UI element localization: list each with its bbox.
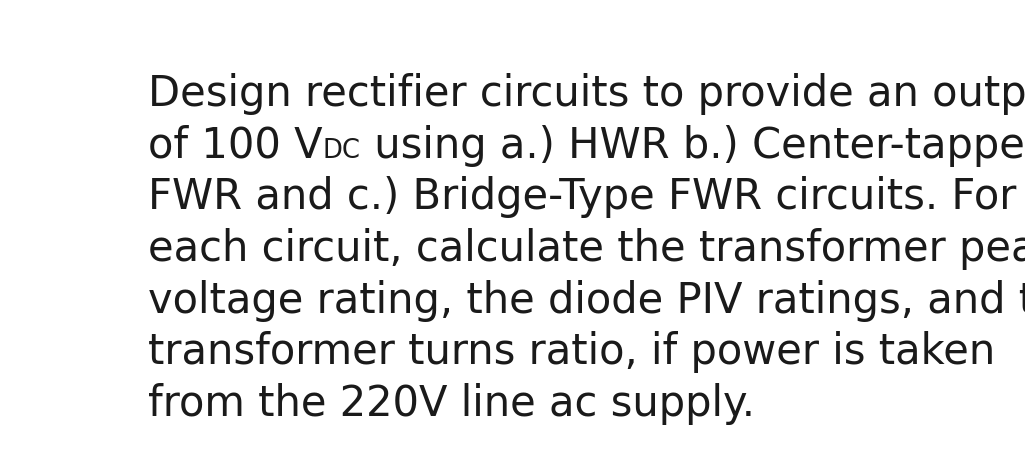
Text: each circuit, calculate the transformer peak: each circuit, calculate the transformer … xyxy=(148,228,1025,270)
Text: transformer turns ratio, if power is taken: transformer turns ratio, if power is tak… xyxy=(148,331,995,373)
Text: FWR and c.) Bridge-Type FWR circuits. For: FWR and c.) Bridge-Type FWR circuits. Fo… xyxy=(148,176,1017,219)
Text: Design rectifier circuits to provide an output: Design rectifier circuits to provide an … xyxy=(148,73,1025,115)
Text: of 100 V: of 100 V xyxy=(148,125,323,167)
Text: using a.) HWR b.) Center-tapped: using a.) HWR b.) Center-tapped xyxy=(361,125,1025,167)
Text: voltage rating, the diode PIV ratings, and the: voltage rating, the diode PIV ratings, a… xyxy=(148,280,1025,322)
Text: DC: DC xyxy=(323,138,361,164)
Text: from the 220V line ac supply.: from the 220V line ac supply. xyxy=(148,383,755,425)
